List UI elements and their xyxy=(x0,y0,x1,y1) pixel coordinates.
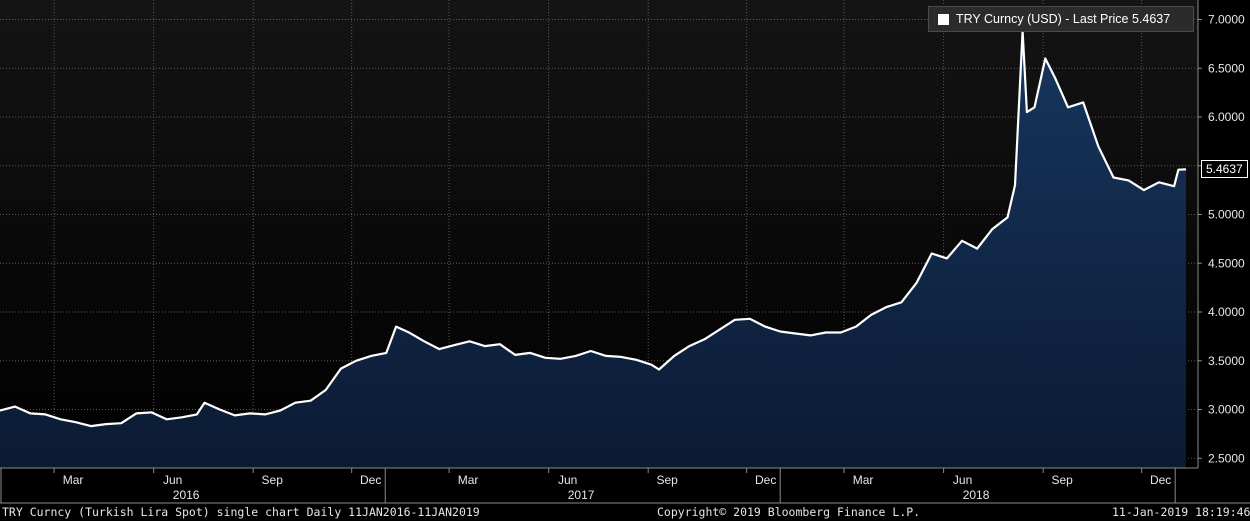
x-tick-label: Sep xyxy=(262,473,284,487)
x-tick-label: Dec xyxy=(755,473,776,487)
x-tick-label: Jun xyxy=(163,473,182,487)
price-area xyxy=(0,31,1186,468)
x-tick-label: Jun xyxy=(558,473,577,487)
x-tick-label: Dec xyxy=(1150,473,1171,487)
legend-label: TRY Curncy (USD) - Last Price 5.4637 xyxy=(956,12,1171,26)
x-tick-label: Mar xyxy=(853,473,874,487)
footer-description: TRY Curncy (Turkish Lira Spot) single ch… xyxy=(2,505,480,519)
year-label: 2018 xyxy=(963,488,990,502)
y-tick-label: 6.5000 xyxy=(1208,61,1245,75)
last-price-value: 5.4637 xyxy=(1206,162,1243,177)
footer-timestamp: 11-Jan-2019 18:19:46 xyxy=(1112,505,1250,519)
y-tick-label: 3.0000 xyxy=(1208,403,1245,417)
x-tick-label: Dec xyxy=(360,473,381,487)
last-price-tag: 5.4637 xyxy=(1201,160,1248,179)
x-tick-label: Mar xyxy=(63,473,84,487)
y-tick-label: 3.5000 xyxy=(1208,354,1245,368)
year-label: 2017 xyxy=(568,488,595,502)
y-tick-label: 6.0000 xyxy=(1208,110,1245,124)
y-tick-label: 4.0000 xyxy=(1208,305,1245,319)
legend-swatch xyxy=(938,13,949,25)
x-tick-label: Mar xyxy=(458,473,479,487)
y-tick-label: 5.0000 xyxy=(1208,208,1245,222)
y-tick-label: 7.0000 xyxy=(1208,13,1245,27)
x-tick-label: Sep xyxy=(657,473,679,487)
x-axis: Mar Jun Sep Dec Mar Jun Sep Dec Mar Jun Sep Dec 2016… xyxy=(0,468,1250,504)
y-tick-label: 4.5000 xyxy=(1208,256,1245,270)
x-tick-label: Sep xyxy=(1051,473,1073,487)
y-tick-label: 2.5000 xyxy=(1208,451,1245,465)
year-label: 2016 xyxy=(173,488,200,502)
legend: TRY Curncy (USD) - Last Price 5.4637 xyxy=(928,6,1194,32)
y-axis: 2.50003.00003.50004.00004.50005.00005.50… xyxy=(1198,13,1245,465)
x-tick-label: Jun xyxy=(953,473,972,487)
footer-copyright: Copyright© 2019 Bloomberg Finance L.P. xyxy=(657,505,921,519)
footer: TRY Curncy (Turkish Lira Spot) single ch… xyxy=(0,504,1250,521)
